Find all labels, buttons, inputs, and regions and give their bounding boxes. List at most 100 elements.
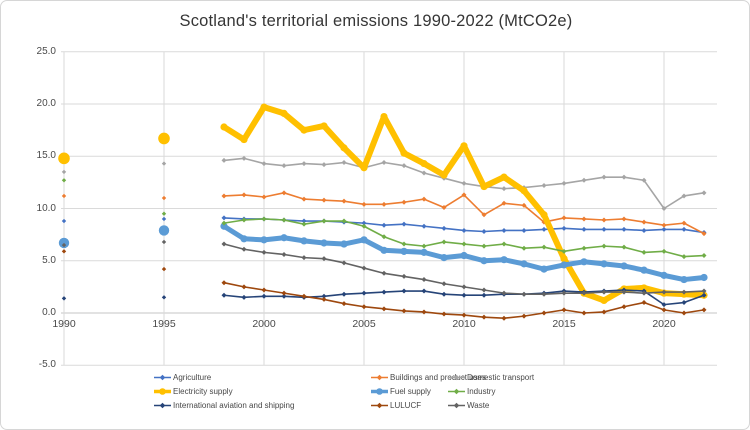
- data-point-agriculture: [501, 227, 507, 233]
- data-point-buildings-and-product-uses: [561, 215, 567, 221]
- data-point-international-aviation-and-shipping: [381, 289, 387, 295]
- data-point-waste: [281, 251, 287, 257]
- data-point-buildings-and-product-uses: [281, 190, 287, 196]
- data-point-industry: [481, 243, 487, 249]
- data-point-buildings-and-product-uses: [421, 196, 427, 202]
- data-point-waste: [681, 289, 687, 295]
- data-point-buildings-and-product-uses: [581, 216, 587, 222]
- data-point-agriculture: [301, 218, 307, 224]
- legend-label: International aviation and shipping: [173, 401, 295, 410]
- data-point-waste: [261, 249, 267, 255]
- data-point-domestic-transport: [161, 161, 167, 166]
- data-point-lulucf: [281, 290, 287, 296]
- data-point-domestic-transport: [401, 163, 407, 169]
- data-point-domestic-transport: [241, 155, 247, 161]
- data-point-industry: [641, 249, 647, 255]
- data-point-electricity-supply: [440, 171, 448, 179]
- legend-marker-industry: [448, 388, 465, 395]
- data-point-fuel-supply: [660, 271, 668, 279]
- data-point-industry: [601, 243, 607, 249]
- y-tick-label: 20.0: [36, 98, 56, 109]
- data-point-industry: [661, 248, 667, 254]
- data-point-electricity-supply: [500, 173, 508, 181]
- data-point-electricity-supply: [158, 132, 170, 145]
- y-tick-label: 0.0: [42, 307, 56, 318]
- legend-label: Electricity supply: [173, 387, 233, 396]
- data-point-international-aviation-and-shipping: [61, 296, 67, 301]
- data-point-waste: [621, 289, 627, 295]
- data-point-industry: [621, 244, 627, 250]
- data-point-fuel-supply: [440, 254, 448, 262]
- data-point-agriculture: [221, 215, 227, 221]
- data-point-waste: [521, 291, 527, 297]
- data-point-buildings-and-product-uses: [401, 199, 407, 205]
- data-point-industry: [321, 218, 327, 224]
- data-point-fuel-supply: [580, 258, 588, 266]
- x-tick-label: 1995: [152, 318, 176, 330]
- data-point-agriculture: [461, 227, 467, 233]
- data-point-international-aviation-and-shipping: [281, 293, 287, 299]
- data-point-fuel-supply: [520, 260, 528, 268]
- data-point-domestic-transport: [681, 193, 687, 199]
- data-point-lulucf: [241, 284, 247, 290]
- data-point-waste: [361, 265, 367, 271]
- data-point-fuel-supply: [560, 261, 568, 269]
- data-point-international-aviation-and-shipping: [241, 294, 247, 300]
- data-point-lulucf: [621, 304, 627, 310]
- data-point-agriculture: [621, 226, 627, 232]
- y-tick-label: 25.0: [36, 45, 56, 57]
- data-point-electricity-supply: [300, 126, 308, 134]
- data-point-industry: [61, 178, 67, 183]
- y-tick-label: 10.0: [36, 202, 56, 214]
- y-tick-label: 15.0: [36, 150, 56, 162]
- data-point-domestic-transport: [501, 186, 507, 192]
- data-point-industry: [541, 244, 547, 250]
- data-point-lulucf: [581, 310, 587, 316]
- x-tick-label: 2015: [552, 318, 576, 330]
- data-point-waste: [321, 256, 327, 262]
- data-point-waste: [481, 287, 487, 293]
- data-point-fuel-supply: [620, 262, 628, 270]
- data-point-international-aviation-and-shipping: [261, 293, 267, 299]
- data-point-buildings-and-product-uses: [641, 219, 647, 225]
- legend-label: Agriculture: [173, 373, 212, 382]
- data-point-waste: [421, 277, 427, 283]
- data-point-fuel-supply: [220, 222, 228, 230]
- data-point-buildings-and-product-uses: [501, 200, 507, 206]
- data-point-agriculture: [601, 226, 607, 232]
- data-point-lulucf: [561, 307, 567, 313]
- x-tick-label: 2005: [352, 318, 376, 330]
- series-waste: [61, 239, 707, 297]
- data-point-buildings-and-product-uses: [241, 192, 247, 198]
- data-point-buildings-and-product-uses: [381, 201, 387, 207]
- legend-item-international-aviation-and-shipping: International aviation and shipping: [154, 400, 294, 411]
- legend-marker-fuel-supply: [371, 388, 388, 395]
- data-point-electricity-supply: [220, 123, 228, 131]
- x-tick-label: 2000: [252, 318, 276, 330]
- legend-item-industry: Industry: [448, 386, 495, 397]
- series-layer: [58, 103, 708, 321]
- data-point-buildings-and-product-uses: [701, 231, 707, 237]
- legend-item-lulucf: LULUCF: [371, 400, 421, 411]
- data-point-fuel-supply: [460, 251, 468, 260]
- data-point-waste: [541, 291, 547, 297]
- data-point-international-aviation-and-shipping: [681, 300, 687, 306]
- data-point-waste: [641, 290, 647, 296]
- data-point-fuel-supply: [700, 273, 708, 282]
- series-fuel-supply: [58, 222, 708, 284]
- data-point-agriculture: [581, 226, 587, 232]
- data-point-industry: [501, 241, 507, 247]
- data-point-waste: [301, 255, 307, 261]
- data-point-waste: [381, 270, 387, 276]
- data-point-agriculture: [521, 227, 527, 233]
- data-point-industry: [461, 241, 467, 247]
- data-point-fuel-supply: [260, 236, 268, 244]
- data-point-industry: [381, 234, 387, 240]
- data-point-domestic-transport: [421, 170, 427, 176]
- y-tick-label: 5.0: [42, 254, 56, 266]
- data-point-domestic-transport: [541, 183, 547, 189]
- data-point-domestic-transport: [581, 177, 587, 183]
- data-point-fuel-supply: [240, 235, 248, 243]
- data-point-lulucf: [401, 308, 407, 314]
- data-point-waste: [581, 290, 587, 296]
